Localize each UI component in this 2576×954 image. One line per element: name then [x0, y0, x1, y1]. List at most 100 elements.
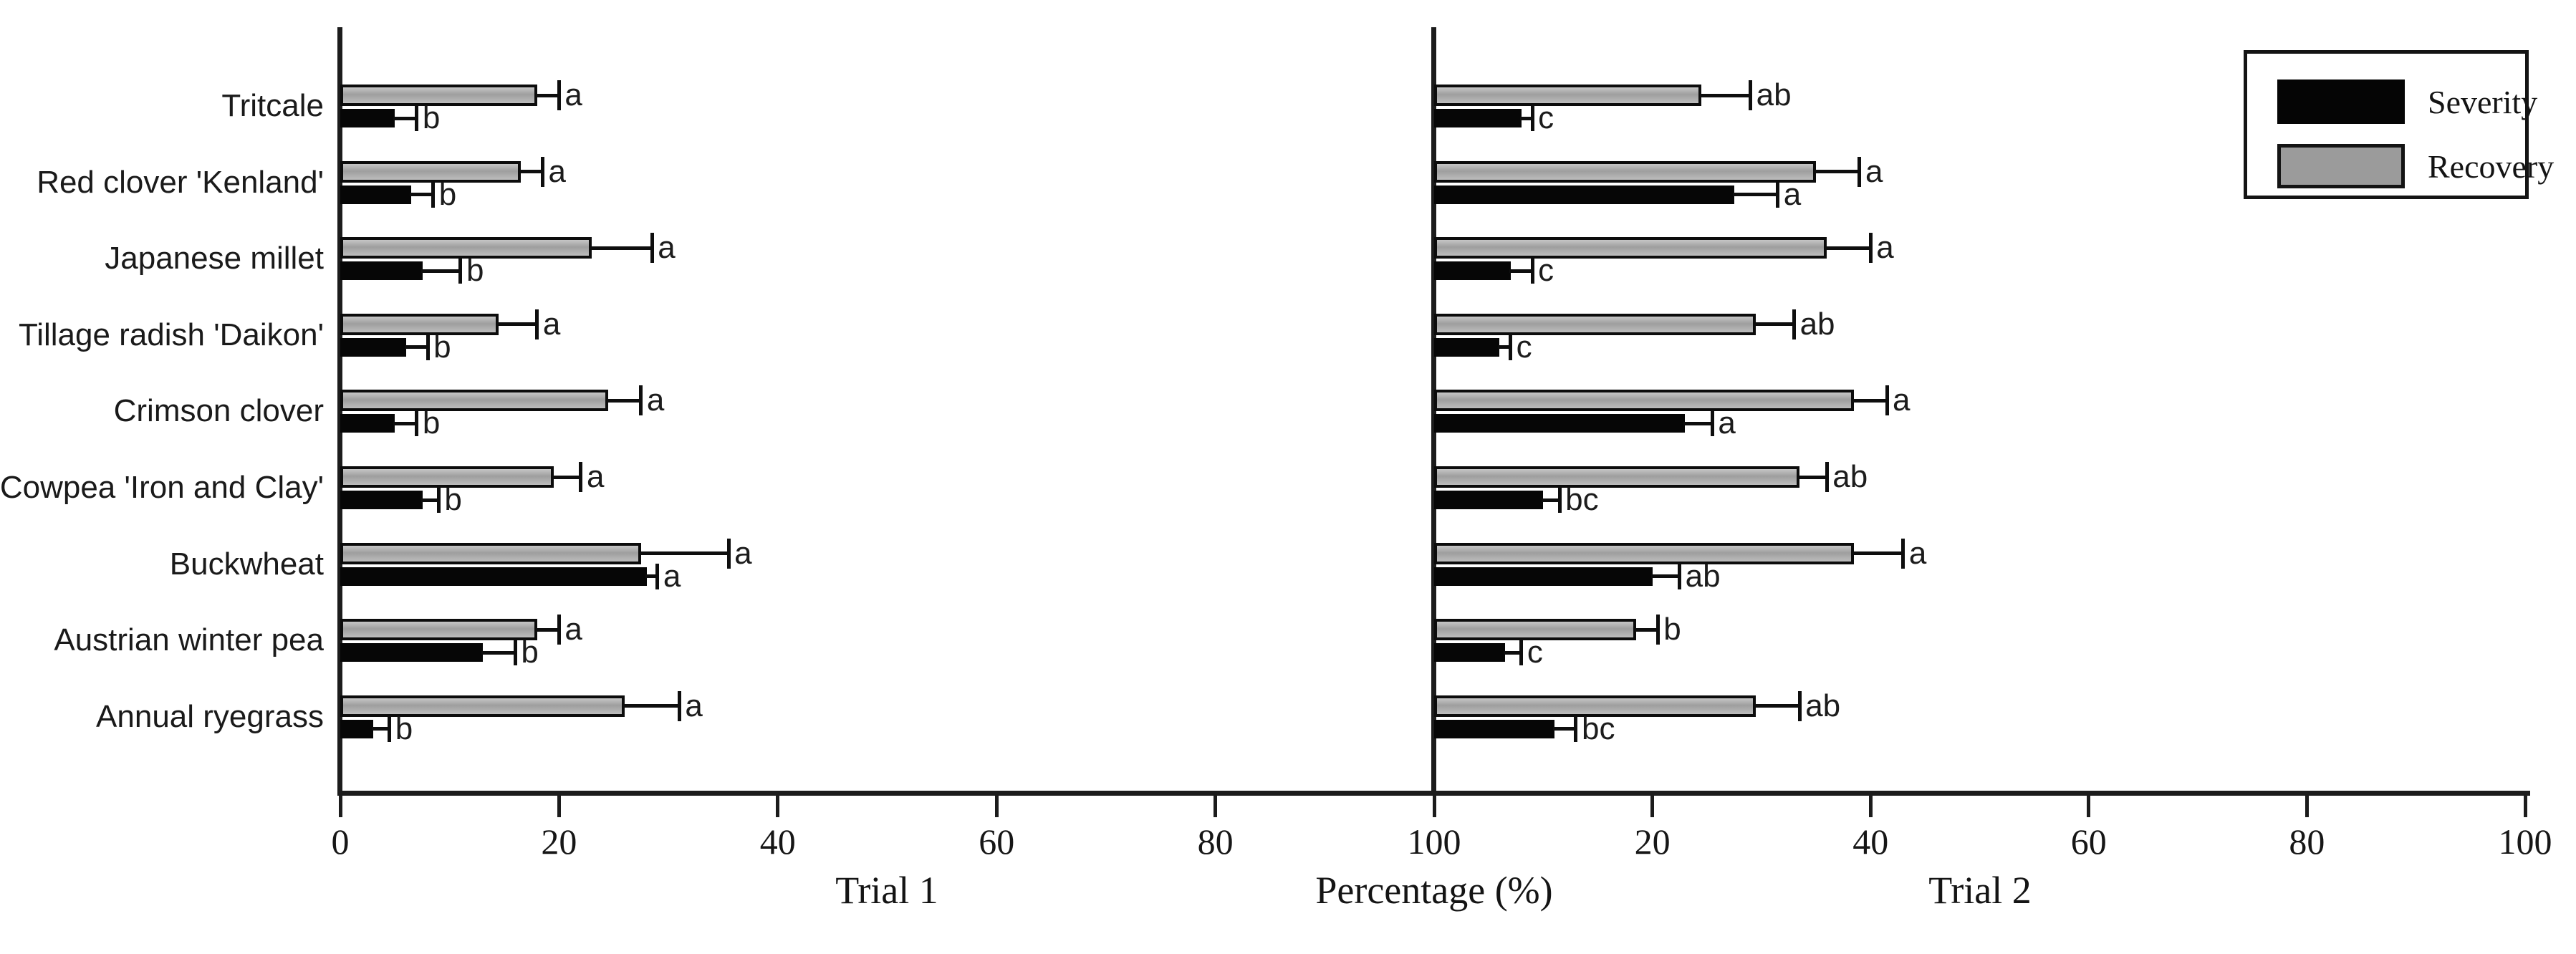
error-bar-severity: [1683, 421, 1714, 425]
sig-letter-severity: bc: [1565, 482, 1599, 517]
error-bar-recovery: [1754, 322, 1796, 327]
legend-severity-swatch: [2277, 80, 2405, 124]
y-axis-trial1: [337, 27, 342, 796]
error-bar-severity: [420, 498, 441, 502]
sig-letter-recovery: ab: [1799, 306, 1835, 342]
panel1-title: Trial 1: [835, 869, 938, 912]
error-bar-cap-severity: [436, 487, 441, 513]
bar-severity: [1434, 643, 1505, 662]
error-bar-severity: [393, 116, 418, 120]
bar-recovery: [1434, 542, 1855, 564]
panel-divider-axis: [1431, 27, 1436, 796]
bar-severity: [340, 337, 406, 357]
sig-letter-recovery: a: [564, 77, 582, 112]
error-bar-severity: [410, 193, 435, 197]
error-bar-recovery: [607, 398, 643, 403]
x-axis-tick-label: 20: [1634, 822, 1671, 862]
category-label: Japanese millet: [105, 241, 324, 276]
error-bar-cap-recovery: [1797, 690, 1802, 721]
panel2-title: Trial 2: [1928, 869, 2032, 912]
error-bar-severity: [1498, 345, 1512, 350]
bar-recovery: [1434, 390, 1855, 412]
error-bar-cap-severity: [431, 181, 436, 208]
sig-letter-severity: c: [1538, 253, 1554, 289]
error-bar-recovery: [519, 170, 544, 174]
error-bar-recovery: [1825, 246, 1873, 250]
error-bar-cap-recovery: [1655, 615, 1660, 645]
error-bar-cap-severity: [1530, 258, 1534, 284]
error-bar-cap-recovery: [557, 80, 561, 110]
error-bar-recovery: [1754, 704, 1802, 708]
bar-recovery: [340, 390, 609, 412]
sig-letter-severity: b: [395, 710, 413, 746]
error-bar-severity: [1509, 269, 1534, 273]
x-axis-tick: [776, 796, 780, 817]
error-bar-cap-recovery: [650, 233, 654, 264]
bar-severity: [340, 414, 395, 433]
x-axis-tick-label: 40: [759, 822, 796, 862]
error-bar-recovery: [497, 322, 539, 327]
x-axis-tick: [2523, 796, 2527, 817]
sig-letter-severity: b: [433, 329, 451, 365]
sig-letter-severity: c: [1516, 329, 1532, 365]
error-bar-recovery: [1798, 475, 1829, 479]
sig-letter-recovery: ab: [1805, 688, 1841, 723]
error-bar-cap-severity: [655, 563, 660, 589]
error-bar-cap-recovery: [726, 538, 731, 569]
sig-letter-recovery: a: [685, 688, 703, 723]
error-bar-cap-severity: [1776, 181, 1780, 208]
bar-recovery: [340, 695, 625, 717]
error-bar-cap-severity: [1530, 105, 1534, 131]
category-label: Red clover 'Kenland': [37, 164, 324, 200]
x-axis-tick: [2087, 796, 2091, 817]
category-label: Cowpea 'Iron and Clay': [0, 470, 324, 505]
x-axis-tick-label: 0: [331, 822, 350, 862]
error-bar-severity: [404, 345, 430, 350]
sig-letter-recovery: a: [548, 153, 566, 189]
sig-letter-severity: a: [663, 558, 681, 594]
x-axis-tick: [338, 796, 342, 817]
bar-severity: [340, 185, 412, 204]
error-bar-recovery: [1700, 93, 1752, 97]
error-bar-cap-severity: [415, 105, 419, 131]
error-bar-recovery: [1815, 170, 1861, 174]
sig-letter-recovery: a: [564, 612, 582, 647]
error-bar-severity: [1650, 574, 1681, 579]
bar-recovery: [340, 466, 554, 488]
error-bar-recovery: [535, 93, 561, 97]
sig-letter-recovery: a: [734, 535, 752, 571]
x-axis-tick: [557, 796, 561, 817]
bar-severity: [340, 719, 373, 738]
error-bar-cap-severity: [388, 716, 392, 742]
sig-letter-recovery: a: [1876, 230, 1894, 266]
bar-recovery: [1434, 85, 1702, 106]
bar-severity: [1434, 567, 1653, 586]
error-bar-cap-severity: [426, 334, 430, 360]
x-axis-tick-label: 80: [2289, 822, 2325, 862]
category-label: Tritcale: [221, 88, 324, 123]
category-label: Tillage radish 'Daikon': [18, 317, 324, 352]
error-bar-recovery: [590, 246, 654, 250]
bar-severity: [340, 643, 483, 662]
error-bar-severity: [481, 650, 517, 655]
x-axis-tick-label: 100: [2498, 822, 2552, 862]
bar-severity: [1434, 719, 1554, 738]
x-axis-tick: [994, 796, 999, 817]
bar-recovery: [340, 619, 537, 641]
error-bar-severity: [371, 727, 391, 731]
sig-letter-severity: b: [422, 405, 441, 441]
error-bar-severity: [645, 574, 659, 579]
error-bar-cap-severity: [513, 640, 517, 666]
x-axis-baseline: [337, 791, 2530, 796]
x-axis-tick-label: 60: [979, 822, 1015, 862]
sig-letter-severity: b: [438, 176, 457, 212]
sig-letter-severity: b: [444, 482, 462, 517]
error-bar-severity: [1519, 116, 1534, 120]
bar-recovery: [340, 313, 499, 335]
bar-recovery: [1434, 619, 1636, 641]
error-bar-cap-recovery: [1749, 80, 1753, 110]
error-bar-recovery: [639, 551, 731, 556]
sig-letter-recovery: a: [586, 459, 605, 494]
bar-severity: [340, 109, 395, 127]
